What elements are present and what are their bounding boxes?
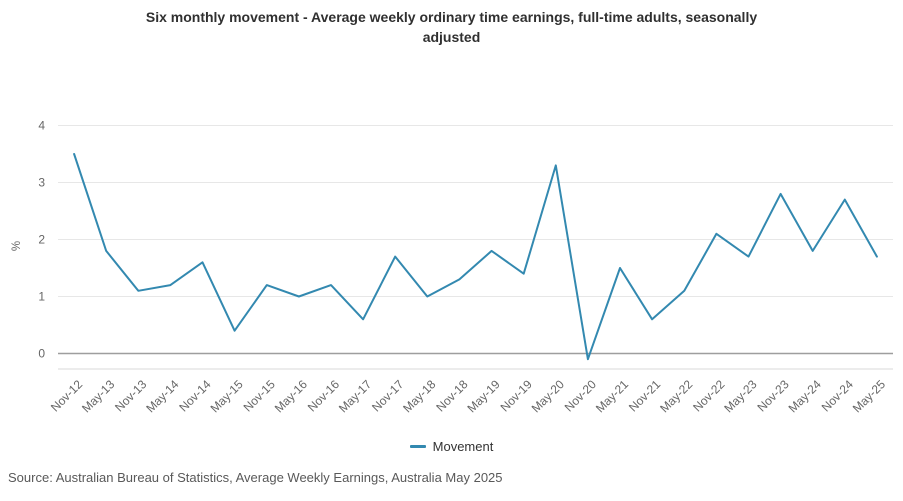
y-tick-label: 1: [38, 290, 45, 304]
x-tick-label: May-25: [850, 377, 888, 415]
x-tick-label: Nov-20: [562, 377, 599, 414]
chart-plot-area: 01234%Nov-12May-13Nov-13May-14Nov-14May-…: [11, 119, 893, 415]
x-tick-label: Nov-17: [369, 377, 406, 414]
legend-item-movement[interactable]: Movement: [409, 439, 494, 454]
x-tick-label: Nov-14: [176, 377, 213, 414]
x-tick-label: May-24: [786, 377, 824, 415]
y-tick-label: 3: [38, 176, 45, 190]
x-tick-label: Nov-13: [112, 377, 149, 414]
x-tick-label: Nov-23: [754, 377, 791, 414]
legend-marker-line-icon: [409, 445, 426, 448]
x-tick-label: May-16: [272, 377, 310, 415]
x-tick-label: May-15: [208, 377, 246, 415]
chart-title: Six monthly movement - Average weekly or…: [145, 9, 758, 45]
series-line-movement[interactable]: [73, 153, 878, 361]
y-tick-label: 4: [38, 119, 45, 133]
x-tick-label: Nov-16: [305, 377, 342, 414]
legend: Movement: [0, 439, 903, 454]
y-tick-label: 0: [38, 347, 45, 361]
x-tick-label: May-23: [721, 377, 759, 415]
x-tick-label: Nov-19: [498, 377, 535, 414]
y-tick-label: 2: [38, 233, 45, 247]
x-tick-label: May-21: [593, 377, 631, 415]
x-tick-label: May-13: [79, 377, 117, 415]
x-tick-label: May-20: [529, 377, 567, 415]
x-tick-label: May-17: [336, 377, 374, 415]
x-tick-label: May-18: [400, 377, 438, 415]
y-axis-title: %: [11, 241, 23, 251]
x-tick-label: Nov-21: [626, 377, 663, 414]
x-tick-label: Nov-18: [433, 377, 470, 414]
x-tick-label: May-22: [657, 377, 695, 415]
x-tick-label: May-14: [143, 377, 181, 415]
legend-label: Movement: [432, 439, 494, 454]
x-tick-label: Nov-22: [690, 377, 727, 414]
x-tick-label: May-19: [464, 377, 502, 415]
source-text: Source: Australian Bureau of Statistics,…: [8, 470, 503, 485]
x-tick-label: Nov-12: [48, 377, 85, 414]
x-tick-label: Nov-24: [819, 377, 856, 414]
x-tick-label: Nov-15: [241, 377, 278, 414]
